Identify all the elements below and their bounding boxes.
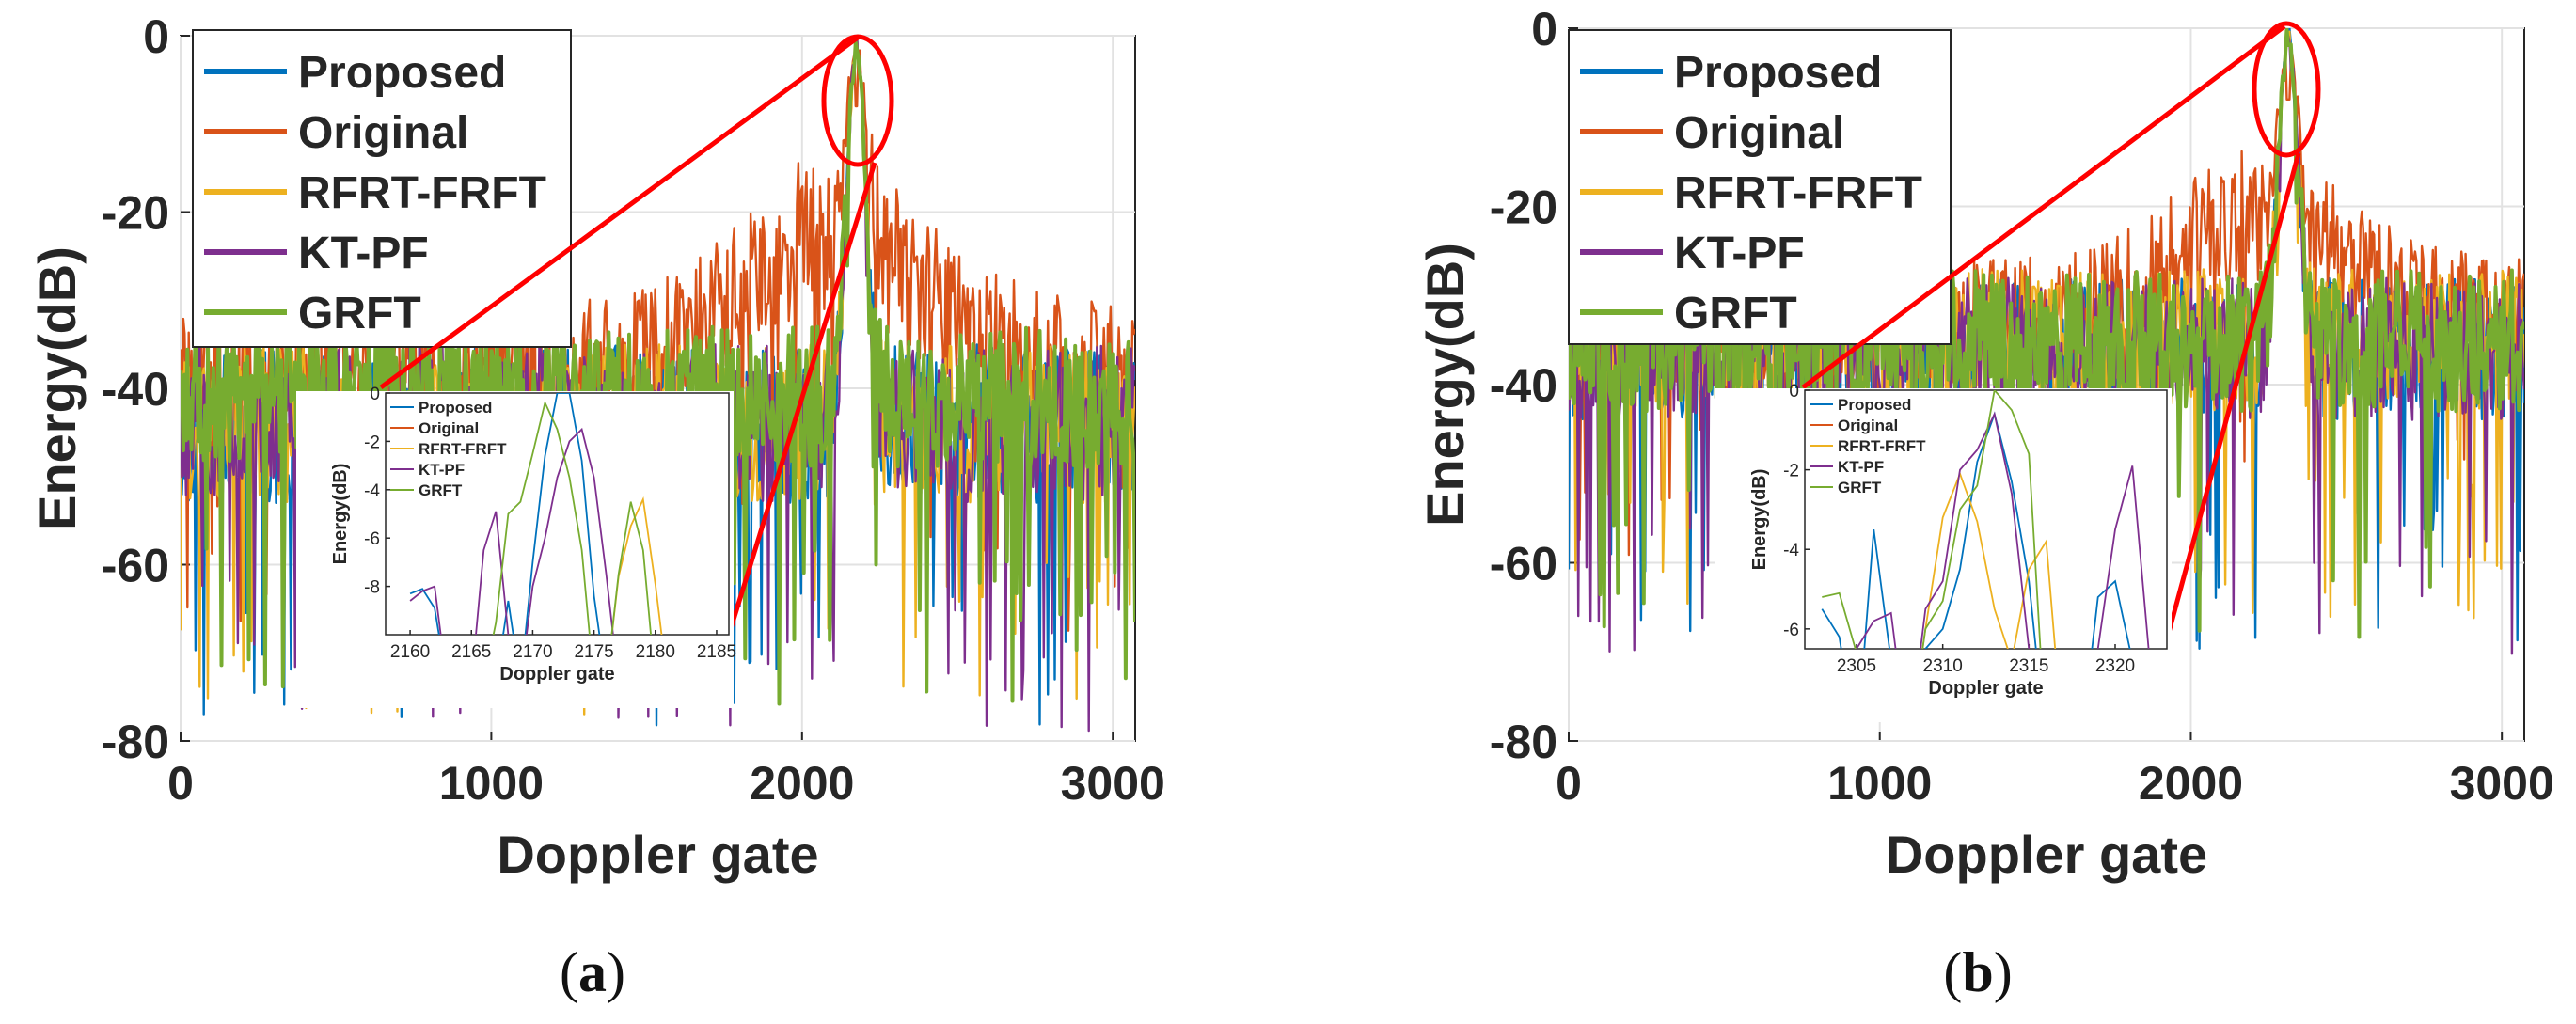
zoom-connector (1801, 24, 2286, 389)
y-tick-label: -20 (102, 187, 169, 240)
x-tick-label: 2000 (2139, 757, 2243, 810)
inset-y-axis-label: Energy(dB) (330, 464, 351, 565)
inset-x-tick-label: 2180 (636, 642, 675, 662)
zoom-connector (726, 162, 877, 636)
x-tick-label: 2000 (750, 757, 854, 810)
y-axis-label: Energy(dB) (1415, 243, 1475, 527)
inset-legend-label: Proposed (1838, 396, 1911, 414)
inset-legend-label: RFRT-FRFT (419, 440, 507, 458)
inset-x-tick-label: 2310 (1923, 656, 1963, 676)
inset-series-line-grft (1822, 390, 2116, 649)
inset-series-group (409, 393, 663, 635)
legend-label: RFRT-FRFT (1674, 168, 1922, 218)
legend-label: GRFT (1674, 289, 1797, 339)
y-tick-label: -40 (1490, 359, 1557, 412)
inset-legend-label: KT-PF (1838, 458, 1884, 476)
inset-legend-label: Original (1838, 417, 1898, 434)
x-tick-label: 0 (1556, 757, 1582, 810)
inset-x-tick-label: 2170 (513, 642, 552, 662)
legend-label: Original (1674, 108, 1844, 158)
y-tick-label: -40 (102, 363, 169, 416)
inset-x-axis-label: Doppler gate (499, 664, 614, 685)
inset-x-tick-label: 2185 (697, 642, 736, 662)
inset-y-tick-label: -2 (1783, 462, 1799, 481)
y-tick-label: -60 (102, 540, 169, 592)
zoom-ellipse (821, 34, 894, 167)
inset-y-tick-label: -2 (364, 433, 380, 452)
inset-y-tick-label: -4 (1783, 541, 1799, 560)
inset-y-tick-label: 0 (1789, 382, 1799, 402)
inset-x-tick-label: 2305 (1837, 656, 1876, 676)
inset-x-tick-label: 2160 (390, 642, 430, 662)
inset-legend-label: Original (419, 419, 479, 437)
legend-label: KT-PF (298, 228, 429, 278)
zoom-connector (379, 35, 860, 390)
inset-x-tick-label: 2315 (2009, 656, 2048, 676)
legend-label: KT-PF (1674, 228, 1805, 278)
x-tick-label: 0 (167, 757, 194, 810)
inset-legend-label: KT-PF (419, 461, 465, 479)
inset-x-tick-label: 2165 (451, 642, 491, 662)
zoom-connector (2164, 152, 2301, 640)
y-tick-label: -60 (1490, 538, 1557, 591)
inset-y-tick-label: -8 (364, 578, 380, 598)
y-tick-label: -20 (1490, 181, 1557, 234)
inset-series-line-grft (492, 400, 652, 635)
inset-legend-label: RFRT-FRFT (1838, 437, 1926, 455)
inset-legend-label: Proposed (419, 399, 492, 417)
inset-series-group (1821, 390, 2150, 649)
inset-x-tick-label: 2320 (2095, 656, 2135, 676)
caption-b: (b) (1943, 941, 2013, 1003)
inset-y-tick-label: -4 (364, 481, 380, 501)
y-axis-label: Energy(dB) (27, 246, 87, 530)
inset-x-tick-label: 2175 (574, 642, 613, 662)
legend-label: Original (298, 108, 468, 158)
y-tick-label: -80 (1490, 716, 1557, 768)
y-tick-label: 0 (1531, 3, 1557, 55)
legend-label: Proposed (1674, 48, 1882, 98)
inset-y-tick-label: -6 (1783, 621, 1799, 640)
y-tick-label: -80 (102, 716, 169, 768)
x-tick-label: 3000 (1061, 757, 1165, 810)
caption-a: (a) (560, 941, 625, 1003)
x-tick-label: 3000 (2450, 757, 2554, 810)
inset-y-tick-label: -6 (364, 529, 380, 549)
inset-legend-label: GRFT (1838, 479, 1882, 496)
inset-y-tick-label: 0 (370, 385, 380, 404)
x-tick-label: 1000 (439, 757, 544, 810)
legend (1568, 29, 1952, 345)
y-tick-label: 0 (143, 10, 169, 63)
legend-label: GRFT (298, 289, 421, 339)
inset-series-line-kt-pf (409, 427, 614, 635)
x-axis-label: Doppler gate (1886, 825, 2207, 884)
inset-legend-label: GRFT (419, 481, 463, 499)
legend-label: Proposed (298, 48, 506, 98)
inset-series-line-rfrt-frft (1921, 471, 2057, 649)
x-axis-label: Doppler gate (497, 825, 818, 884)
zoom-ellipse (2252, 21, 2321, 158)
legend-label: RFRT-FRFT (298, 168, 546, 218)
inset-y-axis-label: Energy(dB) (1749, 469, 1770, 571)
inset-x-axis-label: Doppler gate (1928, 678, 2043, 699)
x-tick-label: 1000 (1827, 757, 1932, 810)
inset-series-line-kt-pf (1856, 411, 2150, 649)
series-line-grft (1569, 28, 2524, 639)
